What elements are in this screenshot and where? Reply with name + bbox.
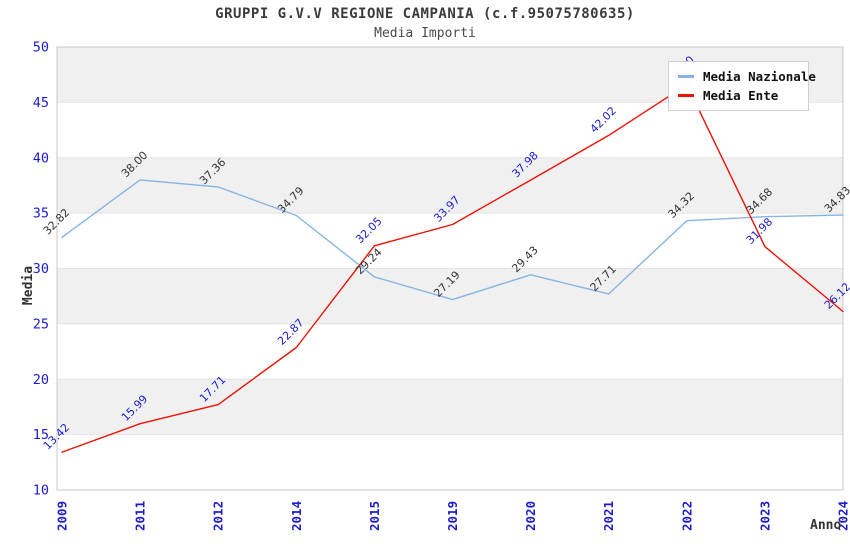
legend-label: Media Nazionale <box>703 69 816 84</box>
chart-title: GRUPPI G.V.V REGIONE CAMPANIA (c.f.95075… <box>215 6 635 22</box>
x-tick-label: 2022 <box>679 501 694 531</box>
legend-item-media-ente: Media Ente <box>678 86 799 105</box>
x-tick-label: 2012 <box>211 501 226 531</box>
point-label: 32.05 <box>353 215 384 246</box>
point-label: 42.02 <box>587 104 618 135</box>
y-axis-title: Media <box>21 265 37 306</box>
x-tick-label: 2015 <box>367 501 382 531</box>
y-tick-label: 35 <box>33 206 49 222</box>
y-tick-label: 45 <box>33 95 49 111</box>
legend-item-media-nazionale: Media Nazionale <box>678 67 816 86</box>
grid-band <box>57 268 843 324</box>
y-tick-label: 10 <box>33 483 49 499</box>
x-tick-label: 2021 <box>601 501 616 531</box>
x-tick-label: 2019 <box>445 501 460 531</box>
point-label: 31.98 <box>744 215 775 246</box>
legend-label: Media Ente <box>703 88 779 103</box>
series-line-media-nazionale <box>61 179 844 301</box>
x-tick-label: 2023 <box>757 501 772 531</box>
y-tick-label: 50 <box>33 40 49 56</box>
legend-swatch-red-line-icon <box>678 94 694 97</box>
plot-border <box>56 46 844 491</box>
y-tick-label: 30 <box>33 261 49 277</box>
series-line-media-ente <box>61 83 844 453</box>
x-tick-label: 2024 <box>836 501 850 531</box>
chart-subtitle: Media Importi <box>374 26 476 41</box>
y-tick-label: 40 <box>33 150 49 166</box>
x-tick-label: 2020 <box>523 501 538 531</box>
chart-legend: Media Nazionale Media Ente <box>668 61 816 111</box>
y-tick-label: 20 <box>33 372 49 388</box>
x-tick-label: 2014 <box>289 501 304 531</box>
legend-swatch-blue-line-icon <box>678 75 694 78</box>
grid-band <box>57 379 843 435</box>
grid-band <box>57 157 843 214</box>
x-tick-label: 2009 <box>55 501 70 531</box>
x-axis-title: Anno <box>810 518 842 533</box>
y-tick-label: 15 <box>33 427 49 443</box>
x-tick-label: 2011 <box>133 501 148 531</box>
y-tick-label: 25 <box>33 316 49 332</box>
